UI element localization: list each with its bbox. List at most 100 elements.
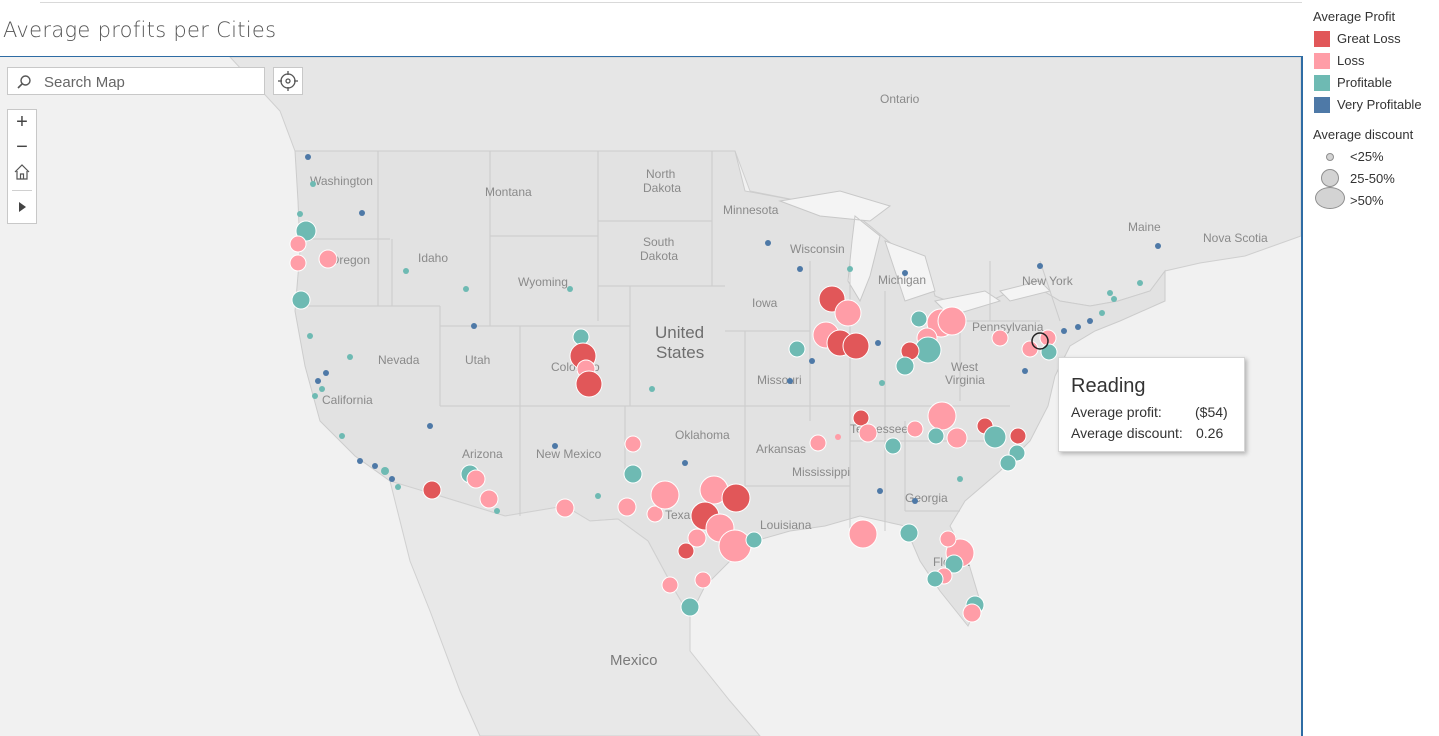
city-mark[interactable] <box>624 435 642 453</box>
city-mark[interactable] <box>617 497 637 517</box>
zoom-in-button[interactable]: + <box>16 111 28 133</box>
city-mark[interactable] <box>983 425 1007 449</box>
city-mark[interactable] <box>567 286 573 292</box>
legend-item-very-profitable[interactable]: Very Profitable <box>1313 97 1439 115</box>
city-mark[interactable] <box>312 393 318 399</box>
city-mark[interactable] <box>939 530 957 548</box>
city-mark[interactable] <box>479 489 499 509</box>
city-mark[interactable] <box>1137 280 1143 286</box>
city-mark[interactable] <box>912 498 918 504</box>
city-mark[interactable] <box>427 423 433 429</box>
legend-item-small-discount[interactable]: <25% <box>1313 149 1439 167</box>
city-mark[interactable] <box>718 529 752 563</box>
city-mark[interactable] <box>809 358 815 364</box>
city-mark[interactable] <box>572 328 590 346</box>
city-mark[interactable] <box>910 310 928 328</box>
city-mark[interactable] <box>906 420 924 438</box>
city-mark[interactable] <box>848 519 878 549</box>
city-mark[interactable] <box>1111 296 1117 302</box>
city-mark[interactable] <box>927 401 957 431</box>
city-mark[interactable] <box>927 427 945 445</box>
map-view[interactable]: Ontario North Dakota Minnesota Washingto… <box>0 56 1303 736</box>
city-mark[interactable] <box>991 329 1009 347</box>
city-mark[interactable] <box>552 443 558 449</box>
city-mark[interactable] <box>962 603 982 623</box>
city-mark[interactable] <box>359 210 365 216</box>
city-mark[interactable] <box>834 299 862 327</box>
city-mark[interactable] <box>884 437 902 455</box>
city-mark[interactable] <box>946 427 968 449</box>
map-canvas[interactable]: Ontario North Dakota Minnesota Washingto… <box>0 57 1301 736</box>
expand-toolbar-button[interactable] <box>8 195 36 219</box>
city-mark[interactable] <box>297 211 303 217</box>
city-mark[interactable] <box>318 249 338 269</box>
city-mark[interactable] <box>650 480 680 510</box>
city-mark[interactable] <box>809 434 827 452</box>
legend-item-loss[interactable]: Loss <box>1313 53 1439 71</box>
selected-city-mark[interactable] <box>1031 332 1049 350</box>
city-mark[interactable] <box>899 523 919 543</box>
city-mark[interactable] <box>999 454 1017 472</box>
city-mark[interactable] <box>372 463 378 469</box>
city-mark[interactable] <box>389 476 395 482</box>
city-mark[interactable] <box>680 597 700 617</box>
city-mark[interactable] <box>422 480 442 500</box>
legend-item-great-loss[interactable]: Great Loss <box>1313 31 1439 49</box>
city-mark[interactable] <box>1061 328 1067 334</box>
city-mark[interactable] <box>403 268 409 274</box>
city-mark[interactable] <box>1037 263 1043 269</box>
search-input[interactable] <box>42 70 261 94</box>
city-mark[interactable] <box>646 505 664 523</box>
city-mark[interactable] <box>835 434 841 440</box>
city-mark[interactable] <box>471 323 477 329</box>
zoom-out-button[interactable]: − <box>16 136 28 158</box>
city-mark[interactable] <box>944 554 964 574</box>
city-mark[interactable] <box>902 270 908 276</box>
city-mark[interactable] <box>347 354 353 360</box>
city-mark[interactable] <box>649 386 655 392</box>
legend-item-profitable[interactable]: Profitable <box>1313 75 1439 93</box>
city-mark[interactable] <box>555 498 575 518</box>
city-mark[interactable] <box>1021 340 1039 358</box>
city-mark[interactable] <box>291 290 311 310</box>
city-mark[interactable] <box>879 380 885 386</box>
city-mark[interactable] <box>595 493 601 499</box>
city-marks[interactable] <box>289 154 1161 623</box>
city-mark[interactable] <box>1099 310 1105 316</box>
city-mark[interactable] <box>875 340 881 346</box>
city-mark[interactable] <box>877 488 883 494</box>
city-mark[interactable] <box>721 483 751 513</box>
city-mark[interactable] <box>694 571 712 589</box>
city-mark[interactable] <box>957 476 963 482</box>
city-mark[interactable] <box>847 266 853 272</box>
city-mark[interactable] <box>895 356 915 376</box>
home-button[interactable] <box>8 160 36 184</box>
city-mark[interactable] <box>289 235 307 253</box>
city-mark[interactable] <box>307 333 313 339</box>
city-mark[interactable] <box>1155 243 1161 249</box>
city-mark[interactable] <box>319 386 325 392</box>
city-mark[interactable] <box>797 266 803 272</box>
city-mark[interactable] <box>295 220 317 242</box>
legend-item-medium-discount[interactable]: 25-50% <box>1313 169 1439 189</box>
city-mark[interactable] <box>1075 324 1081 330</box>
city-mark[interactable] <box>1009 427 1027 445</box>
city-mark[interactable] <box>323 370 329 376</box>
city-mark[interactable] <box>315 378 321 384</box>
city-mark[interactable] <box>623 464 643 484</box>
city-mark[interactable] <box>1022 368 1028 374</box>
city-mark[interactable] <box>381 467 389 475</box>
city-mark[interactable] <box>677 542 695 560</box>
city-mark[interactable] <box>395 484 401 490</box>
city-mark[interactable] <box>765 240 771 246</box>
city-mark[interactable] <box>852 409 870 427</box>
city-mark[interactable] <box>357 458 363 464</box>
city-mark[interactable] <box>787 378 793 384</box>
city-mark[interactable] <box>858 423 878 443</box>
city-mark[interactable] <box>1040 343 1058 361</box>
city-mark[interactable] <box>310 181 316 187</box>
city-mark[interactable] <box>745 531 763 549</box>
city-mark[interactable] <box>1107 290 1113 296</box>
city-mark[interactable] <box>575 370 603 398</box>
legend-item-large-discount[interactable]: >50% <box>1313 187 1439 211</box>
